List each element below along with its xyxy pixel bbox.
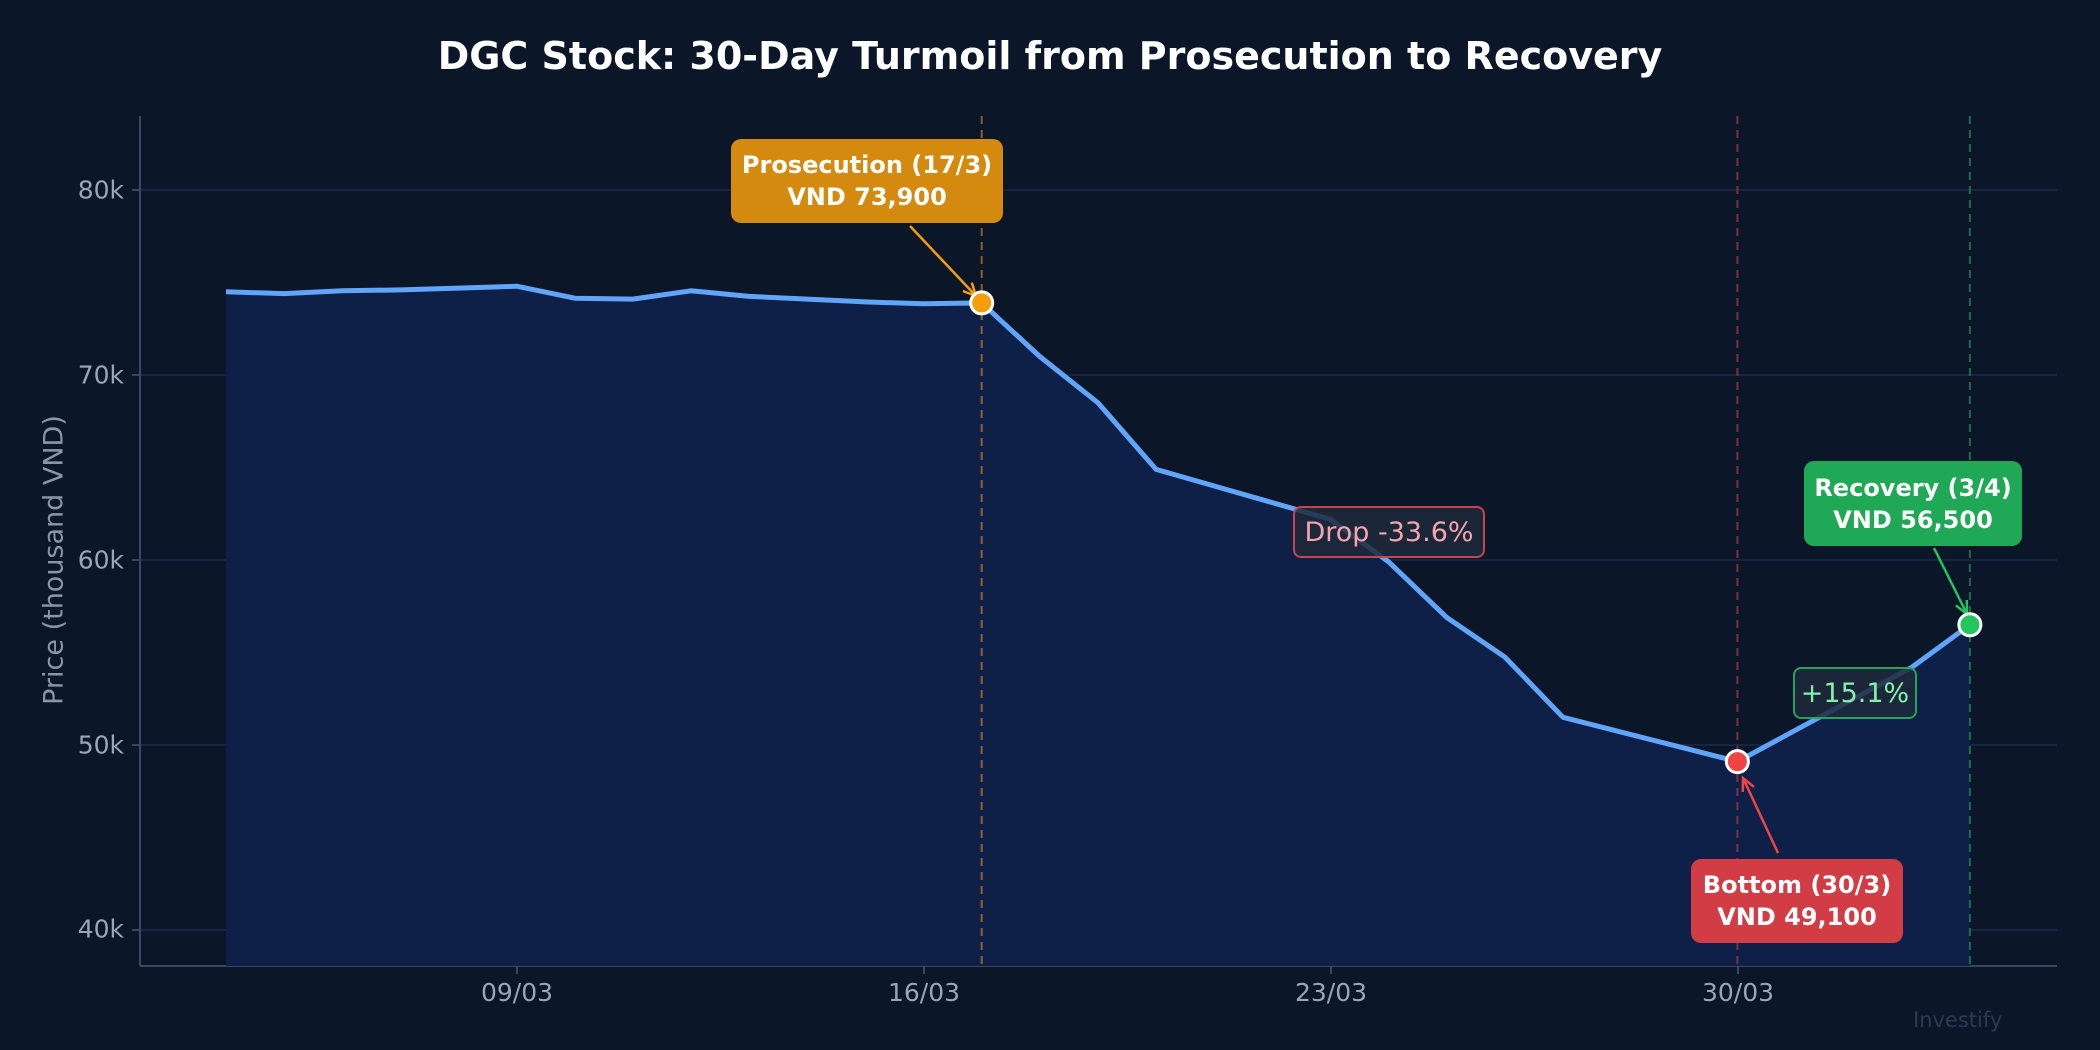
annotation-label: Prosecution (17/3) — [741, 151, 993, 179]
annotation-value: VND 49,100 — [1717, 903, 1877, 931]
y-tick-label: 80k — [77, 175, 124, 205]
annotation-label: Recovery (3/4) — [1814, 473, 2012, 502]
x-tick-label: 09/03 — [480, 978, 554, 1007]
event-marker — [1724, 749, 1750, 775]
y-tick-label: 50k — [77, 730, 124, 760]
watermark: Investify — [1913, 1008, 2003, 1032]
annotation-value: VND 56,500 — [1833, 505, 1993, 534]
x-tick-label: 23/03 — [1294, 978, 1368, 1007]
recovery-percent-label: +15.1% — [1793, 667, 1917, 719]
y-tick-label: 40k — [77, 914, 124, 944]
annotation-bottom: Bottom (30/3) VND 49,100 — [1691, 859, 1903, 943]
event-marker — [969, 290, 995, 316]
chart-title: DGC Stock: 30-Day Turmoil from Prosecuti… — [437, 34, 1663, 78]
annotation-value: VND 73,900 — [787, 183, 947, 211]
annotation-label: Bottom (30/3) — [1702, 871, 1892, 899]
annotation-prosecution: Prosecution (17/3) VND 73,900 — [731, 139, 1003, 223]
area-fill — [226, 286, 1970, 966]
y-tick-label: 70k — [77, 360, 124, 390]
event-marker — [1957, 612, 1983, 638]
annotation-arrow — [1932, 547, 1969, 615]
drop-percent-label: Drop -33.6% — [1293, 506, 1485, 558]
y-axis-label: Price (thousand VND) — [38, 415, 70, 705]
x-tick-label: 16/03 — [887, 978, 961, 1007]
annotation-arrow — [1741, 777, 1780, 854]
annotation-arrow — [909, 225, 977, 297]
arrow-head — [1741, 775, 1755, 793]
y-tick-label: 60k — [77, 545, 124, 575]
annotation-recovery: Recovery (3/4) VND 56,500 — [1804, 461, 2022, 546]
price-line — [225, 283, 1972, 765]
x-tick-label: 30/03 — [1701, 978, 1775, 1007]
